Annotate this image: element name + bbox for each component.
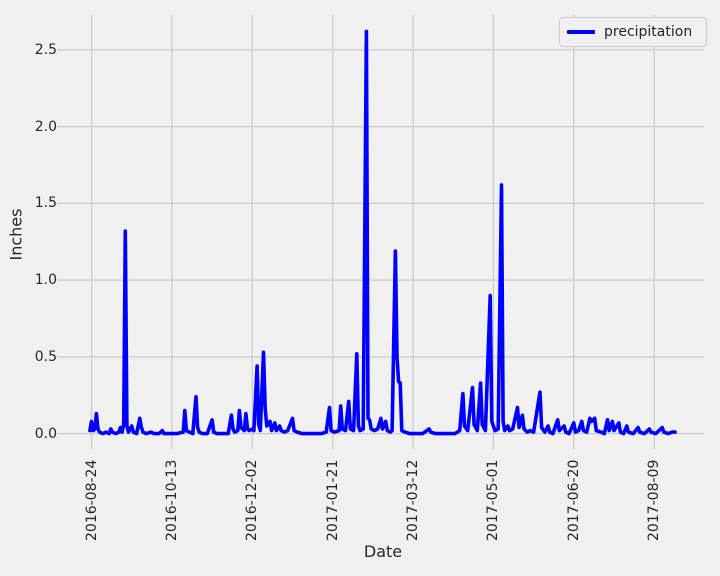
x-tick-label: 2016-08-24 (83, 459, 100, 541)
x-tick-label: 2017-08-09 (646, 459, 663, 541)
y-tick-label: 1.5 (34, 195, 57, 212)
legend: precipitation (559, 17, 707, 47)
y-axis-label: Inches (6, 208, 26, 261)
x-tick-label: 2017-03-12 (405, 459, 422, 541)
x-tick-label: 2017-05-01 (485, 459, 502, 541)
y-tick-label: 1.0 (34, 272, 57, 289)
x-tick-label: 2016-12-02 (244, 459, 261, 541)
y-tick-label: 0.5 (34, 348, 57, 365)
y-tick-label: 0.0 (34, 425, 57, 442)
legend-label: precipitation (604, 24, 693, 40)
y-tick-label: 2.5 (34, 41, 57, 58)
x-tick-label: 2016-10-13 (163, 459, 180, 541)
x-axis-label: Date (363, 542, 403, 561)
legend-line-swatch (567, 30, 595, 34)
x-tick-label: 2017-01-21 (324, 459, 341, 541)
x-tick-label: 2017-06-20 (565, 459, 582, 541)
y-tick-label: 2.0 (34, 118, 57, 135)
series-line-precipitation (88, 29, 677, 436)
